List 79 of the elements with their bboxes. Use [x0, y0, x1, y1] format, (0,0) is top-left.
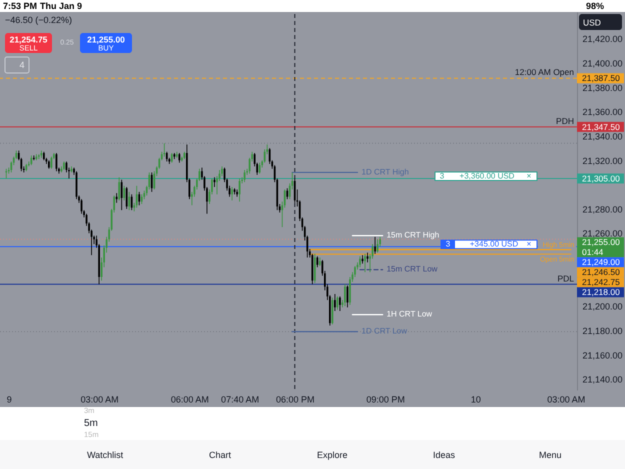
y-tick-label: 21,420.00 — [582, 34, 623, 44]
text: 98% — [586, 1, 604, 11]
text: Watchlist — [87, 450, 124, 460]
candlestick — [258, 162, 261, 174]
candlestick — [364, 253, 366, 273]
candlestick — [316, 256, 318, 268]
y-tick-label: 21,160.00 — [582, 350, 623, 360]
y-tick-label: 21,400.00 — [582, 58, 623, 69]
candlestick — [344, 284, 346, 307]
text: 21,246.50 — [582, 267, 620, 278]
ref-line-label: 21,347.50 — [582, 122, 620, 132]
text: 7:53 PM — [3, 1, 38, 11]
annotation: × — [526, 171, 532, 180]
candlestick — [346, 285, 348, 308]
text: Thu Jan 9 — [40, 1, 82, 11]
candlestick — [374, 236, 376, 254]
x-tick-label: 10 — [470, 394, 481, 404]
annotation: +345.00 USD — [470, 239, 518, 248]
y-tick-label: 21,380.00 — [582, 82, 623, 93]
annotation: 3 — [440, 171, 445, 180]
series-label: 15m CRT Low — [386, 264, 438, 274]
series-label: 1D CRT High — [361, 167, 409, 176]
x-tick-label: 06:00 PM — [276, 394, 315, 404]
series-label: 1D CRT Low — [361, 326, 408, 336]
annotation: 12:00 AM Open — [514, 67, 574, 78]
text: 21,242.75 — [582, 277, 620, 288]
text: USD — [583, 18, 601, 28]
y-tick-label: 21,280.00 — [582, 204, 623, 214]
candlestick — [56, 152, 58, 172]
candlestick — [178, 152, 180, 164]
x-tick-label: 03:00 AM — [547, 394, 586, 404]
ref-line-label: 21,305.00 — [582, 174, 620, 184]
y-tick-label: 21,180.00 — [582, 326, 623, 336]
text: Ideas — [433, 450, 456, 460]
ref-line-label: 21,255.00 — [582, 237, 620, 248]
candlestick — [244, 170, 246, 183]
text: Explore — [317, 450, 348, 460]
candlestick — [336, 296, 338, 310]
candlestick — [359, 256, 361, 268]
annotation: × — [526, 239, 532, 248]
annotation: PDL — [557, 273, 574, 284]
candlestick — [214, 176, 216, 188]
text: 01:44 — [582, 247, 604, 258]
annotation: 3 — [446, 239, 451, 248]
x-tick-label: 03:00 AM — [80, 394, 119, 404]
candlestick — [80, 198, 82, 214]
y-tick-label: 21,140.00 — [582, 374, 623, 385]
annotation: −46.50 (−0.22%) — [5, 15, 72, 25]
series-label: 1H CRT Low — [386, 310, 432, 319]
text: Menu — [539, 450, 562, 460]
y-tick-label: 21,260.00 — [582, 228, 623, 239]
ref-line-label: 21,249.00 — [582, 257, 620, 268]
annotation: +3,360.00 USD — [460, 171, 515, 180]
y-tick-label: 21,340.00 — [582, 131, 623, 142]
y-tick-label: 21,200.00 — [582, 302, 623, 312]
candlestick — [231, 186, 233, 201]
series-label: 15m CRT High — [386, 230, 440, 240]
x-tick-label: 07:40 AM — [221, 394, 260, 404]
text: 5m — [84, 418, 98, 429]
y-tick-label: 21,320.00 — [582, 156, 623, 166]
annotation: PDH — [556, 116, 574, 126]
text: Chart — [209, 450, 232, 460]
candlestick — [50, 156, 52, 170]
candlestick — [376, 238, 378, 254]
candlestick — [334, 294, 336, 312]
candlestick — [238, 178, 240, 202]
candlestick — [339, 296, 341, 312]
annotation: 21,254.75 — [10, 34, 48, 44]
y-tick-label: 21,360.00 — [582, 107, 623, 118]
ref-line-label: 21,218.00 — [582, 287, 620, 298]
candlestick — [332, 297, 334, 325]
x-tick-label: 9 — [6, 394, 12, 404]
candlestick — [5, 168, 8, 179]
candlestick — [116, 192, 118, 204]
x-tick-label: 06:00 AM — [170, 394, 209, 404]
annotation: 4 — [19, 60, 25, 70]
x-tick-label: 09:00 PM — [366, 394, 405, 404]
ref-line-label: 21,387.50 — [582, 73, 620, 84]
annotation: 21,255.00 — [87, 34, 126, 44]
